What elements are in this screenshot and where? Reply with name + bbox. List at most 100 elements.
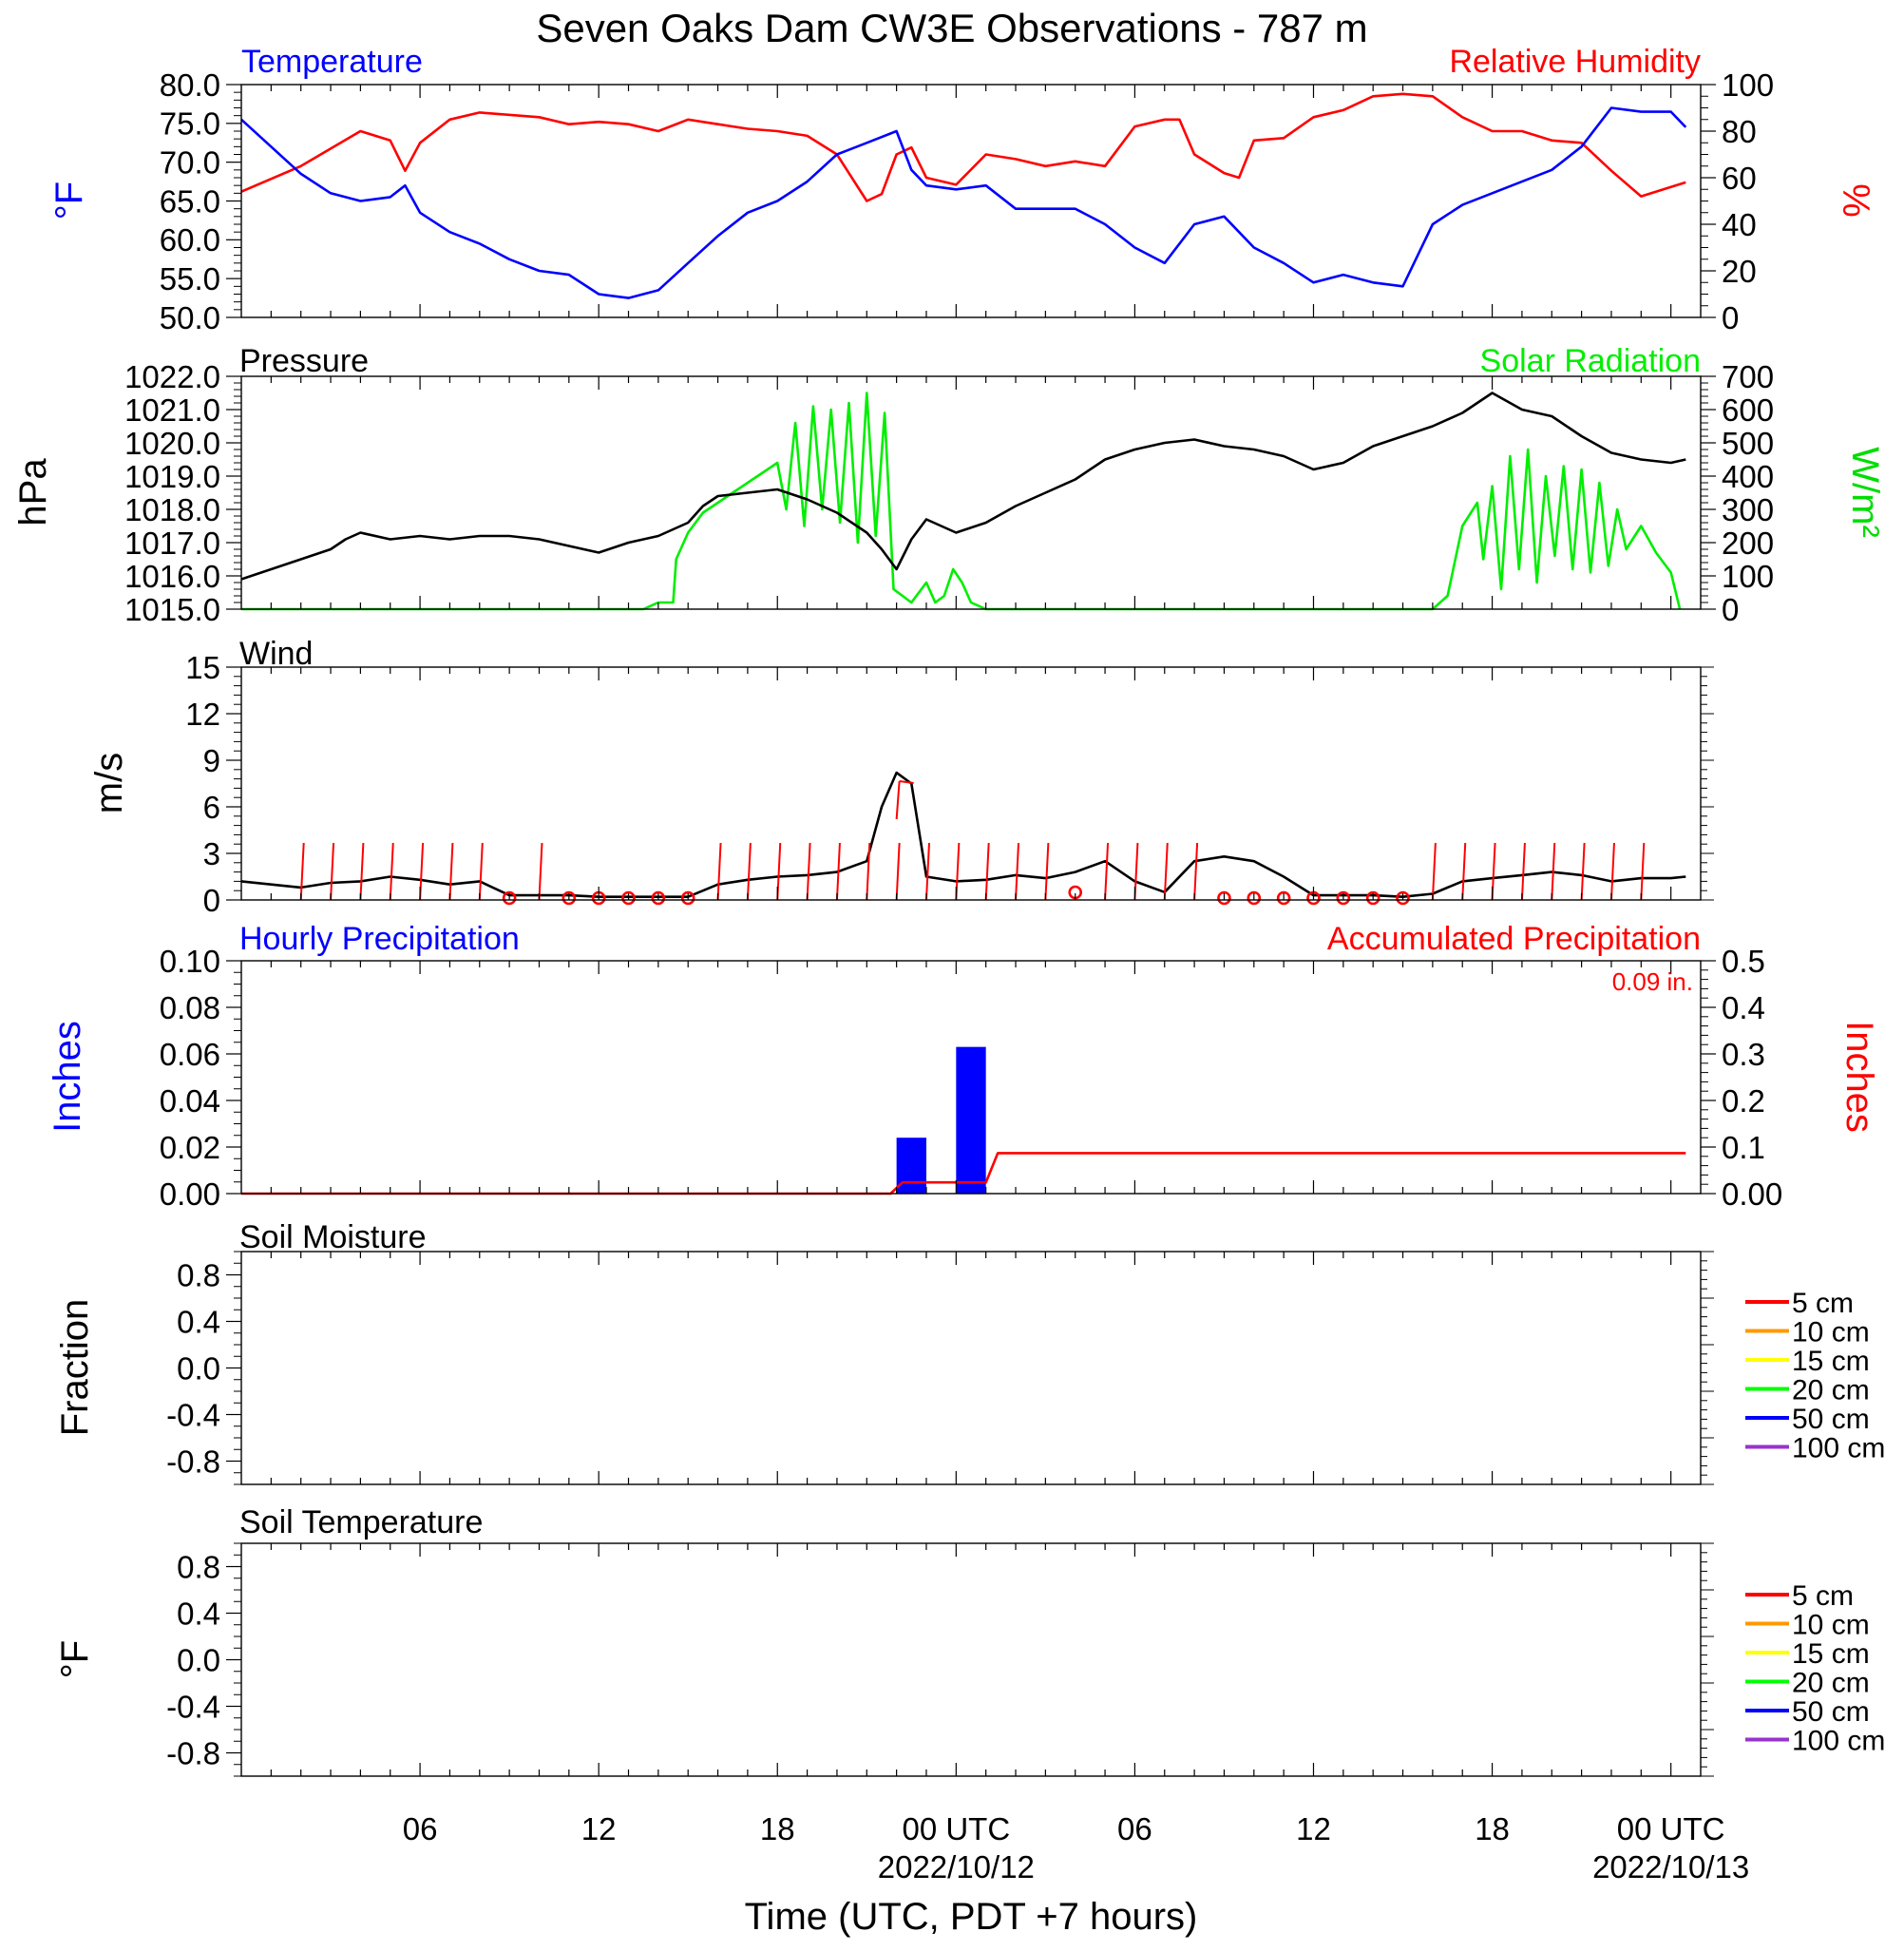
right-y-tick-label: 0.2 — [1722, 1083, 1765, 1119]
wind-barb — [1551, 842, 1556, 901]
wind-barb — [1044, 842, 1050, 901]
left-y-tick-label: 0.06 — [160, 1037, 220, 1072]
right-y-tick-label: 40 — [1722, 207, 1757, 242]
accum-total-label: 0.09 in. — [1612, 967, 1693, 996]
legend-label: 15 cm — [1792, 1638, 1870, 1670]
wind-barb — [866, 842, 871, 901]
wind-barb-staff — [895, 842, 901, 901]
wind-barb — [895, 780, 914, 901]
hourly-precip-bar — [956, 1046, 986, 1194]
legend-item: 15 cm — [1745, 1346, 1870, 1377]
right-y-tick-label: 20 — [1722, 254, 1757, 289]
wind-barb-calm — [1396, 890, 1410, 906]
humidity-line — [240, 92, 1686, 202]
wind-barb-staff — [1044, 842, 1050, 901]
wind-barb-calm — [1276, 890, 1291, 906]
left-y-tick-label: 0.00 — [160, 1176, 220, 1212]
temperature-ylabel: °F — [48, 182, 90, 220]
wind-barb — [1015, 842, 1020, 901]
left-y-tick-label: 0.04 — [160, 1083, 220, 1119]
wind-barb-staff — [1431, 842, 1437, 901]
left-y-tick-label: 0.4 — [177, 1597, 220, 1632]
wind-barb — [984, 842, 990, 901]
left-y-tick-label: 70.0 — [160, 145, 220, 181]
solar-ylabel: W/m² — [1844, 447, 1886, 538]
legend-item: 5 cm — [1745, 1288, 1854, 1319]
x-tick-date-label: 2022/10/12 — [878, 1849, 1035, 1884]
legend-label: 100 cm — [1792, 1726, 1885, 1757]
wind-barb-staff — [806, 842, 811, 901]
wind-barb — [1163, 842, 1169, 901]
right-y-tick-label: 60 — [1722, 161, 1757, 196]
wind-barb — [1640, 842, 1646, 901]
wind-barb-calm — [502, 890, 517, 906]
wind-barb-staff — [330, 842, 335, 901]
left-y-tick-label: 0.8 — [177, 1550, 220, 1585]
left-y-tick-label: 9 — [203, 743, 220, 778]
right-y-tick-label: 0.5 — [1722, 944, 1765, 979]
wind-barb-calm — [562, 890, 577, 906]
wind-barb-staff — [924, 842, 930, 901]
soil-temperature-ylabel: °F — [54, 1640, 96, 1678]
accum-precip-ylabel: Inches — [1838, 1021, 1880, 1133]
left-y-tick-label: 12 — [185, 697, 220, 732]
x-tick-date-label: 2022/10/13 — [1592, 1849, 1749, 1884]
legend-item: 10 cm — [1745, 1317, 1870, 1348]
legend-item: 20 cm — [1745, 1668, 1870, 1699]
right-y-tick-label: 0.00 — [1722, 1176, 1782, 1212]
wind-barb — [1193, 842, 1199, 901]
wind-barb — [1520, 842, 1526, 901]
panel-temperature-humidity: 80.075.070.065.060.055.0 50.0 100 80 60 40 20 0… — [48, 44, 1876, 335]
left-y-tick-label: 60.0 — [160, 222, 220, 258]
wind-barb — [1431, 842, 1437, 901]
soil-moisture-ylabel: Fraction — [54, 1299, 96, 1437]
x-tick-label: 18 — [1475, 1811, 1510, 1846]
wind-barb-staff — [1193, 842, 1199, 901]
wind-barb — [835, 842, 841, 901]
right-y-tick-label: 500 — [1722, 426, 1774, 461]
humidity-ylabel: % — [1835, 183, 1876, 218]
wind-barb-staff — [716, 842, 722, 901]
left-y-tick-label: 1021.0 — [124, 392, 220, 428]
right-y-tick-label: 300 — [1722, 492, 1774, 527]
x-tick-label: 06 — [1117, 1811, 1152, 1846]
right-y-tick-label: 100 — [1722, 67, 1774, 103]
left-y-tick-label: 1015.0 — [124, 592, 220, 627]
right-y-tick-label: 700 — [1722, 359, 1774, 394]
wind-barb-calm — [680, 890, 695, 906]
wind-barb-calm — [651, 890, 666, 906]
wind-barb — [299, 842, 305, 901]
accum-precip-line — [241, 1152, 1686, 1195]
wind-barb — [1461, 842, 1467, 901]
legend-item: 20 cm — [1745, 1375, 1870, 1406]
x-tick-label: 12 — [581, 1811, 617, 1846]
left-y-tick-label: 0.08 — [160, 990, 220, 1025]
left-y-tick-label: -0.4 — [166, 1398, 220, 1433]
wind-barb-staff — [1104, 842, 1110, 901]
soil-moisture-title: Soil Moisture — [239, 1219, 427, 1255]
wind-barb — [359, 842, 365, 901]
wind-barb-calm — [621, 890, 636, 906]
right-y-tick-label: 0.3 — [1722, 1037, 1765, 1072]
right-y-tick-label: 80 — [1722, 114, 1757, 149]
legend-item: 50 cm — [1745, 1696, 1870, 1728]
left-y-tick-label: 6 — [203, 790, 220, 825]
left-y-tick-label: -0.8 — [166, 1736, 220, 1771]
temperature-title: Temperature — [241, 44, 423, 80]
panel-soil-moisture: 0.8 0.4 0.0 -0.4 -0.8 Soil Moisture Fraction — [54, 1219, 1714, 1485]
wind-title: Wind — [239, 636, 313, 672]
wind-barb-staff — [1580, 842, 1586, 901]
x-axis-label: Time (UTC, PDT +7 hours) — [745, 1896, 1198, 1938]
left-y-tick-label: 1020.0 — [124, 426, 220, 461]
wind-barb-calm — [1217, 890, 1231, 906]
left-y-tick-label: 1016.0 — [124, 559, 220, 594]
legend-item: 15 cm — [1745, 1638, 1870, 1670]
x-tick-label: 00 UTC — [1617, 1811, 1725, 1846]
wind-barb-staff — [746, 842, 752, 901]
right-y-tick-label: 200 — [1722, 526, 1774, 561]
left-y-tick-label: 3 — [203, 836, 220, 871]
left-y-tick-label: 0.4 — [177, 1305, 220, 1340]
